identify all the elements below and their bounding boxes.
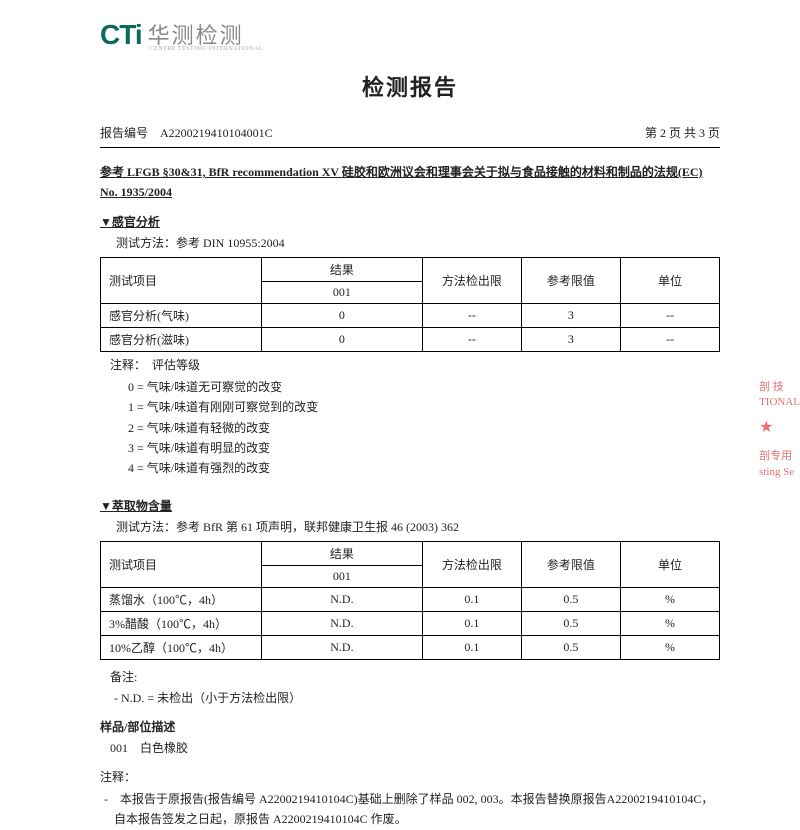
cell-result: 0 [261, 303, 422, 327]
cell-limit: 0.5 [521, 611, 620, 635]
cell-unit: -- [620, 303, 719, 327]
notes-head: 评估等级 [152, 358, 200, 372]
table-row: 3%醋酸（100℃，4h） N.D. 0.1 0.5 % [101, 611, 720, 635]
col-unit: 单位 [620, 541, 719, 587]
report-page: CTi 华测检测 CENTRE TESTING INTERNATIONAL 检测… [0, 0, 800, 830]
cell-item: 3%醋酸（100℃，4h） [101, 611, 262, 635]
note-line: 1 = 气味/味道有刚刚可察觉到的改变 [128, 397, 720, 417]
note-line: 2 = 气味/味道有轻微的改变 [128, 418, 720, 438]
col-item: 测试项目 [101, 257, 262, 303]
cell-result: N.D. [261, 635, 422, 659]
table-row: 感官分析(气味) 0 -- 3 -- [101, 303, 720, 327]
report-no-value: A2200219410104001C [160, 126, 273, 140]
note-line: 3 = 气味/味道有明显的改变 [128, 438, 720, 458]
table-header-row: 测试项目 结果 方法检出限 参考限值 单位 [101, 257, 720, 281]
stamp-line: 剖 技 [759, 380, 800, 395]
col-sub: 001 [261, 281, 422, 303]
col-unit: 单位 [620, 257, 719, 303]
sample-block: 样品/部位描述 001 白色橡胶 [100, 718, 720, 756]
section2-method: 测试方法：参考 BfR 第 61 项声明，联邦健康卫生报 46 (2003) 3… [116, 518, 720, 535]
sample-label: 样品/部位描述 [100, 718, 720, 735]
section1-head: ▼感官分析 [100, 213, 720, 230]
cell-result: N.D. [261, 587, 422, 611]
stamp-line: sting Se [759, 465, 800, 480]
cell-limit: 3 [521, 303, 620, 327]
section2-table: 测试项目 结果 方法检出限 参考限值 单位 001 蒸馏水（100℃，4h） N… [100, 541, 720, 660]
table-row: 感官分析(滋味) 0 -- 3 -- [101, 327, 720, 351]
notes-label: 注释： [110, 358, 146, 372]
sample-line: 001 白色橡胶 [110, 739, 720, 756]
divider [100, 147, 720, 148]
cell-limit: 0.5 [521, 635, 620, 659]
section2-note: - N.D. = 未检出（小于方法检出限） [114, 689, 720, 706]
section1-notes: 注释： 评估等级 [110, 356, 720, 373]
cell-limit: 0.5 [521, 587, 620, 611]
section2-head: ▼萃取物含量 [100, 497, 720, 514]
star-icon: ★ [759, 417, 773, 439]
table-row: 10%乙醇（100℃，4h） N.D. 0.1 0.5 % [101, 635, 720, 659]
col-item: 测试项目 [101, 541, 262, 587]
logo-block: CTi 华测检测 CENTRE TESTING INTERNATIONAL [100, 18, 720, 52]
report-title: 检测报告 [100, 70, 720, 102]
cell-unit: % [620, 611, 719, 635]
cell-limit: 3 [521, 327, 620, 351]
cell-result: N.D. [261, 611, 422, 635]
col-mdl: 方法检出限 [422, 257, 521, 303]
cell-item: 感官分析(气味) [101, 303, 262, 327]
col-limit: 参考限值 [521, 541, 620, 587]
cell-unit: % [620, 635, 719, 659]
section1-table: 测试项目 结果 方法检出限 参考限值 单位 001 感官分析(气味) 0 -- … [100, 257, 720, 352]
note-line: 4 = 气味/味道有强烈的改变 [128, 458, 720, 478]
section1-method: 测试方法：参考 DIN 10955:2004 [116, 234, 720, 251]
cell-unit: % [620, 587, 719, 611]
logo-text: 华测检测 CENTRE TESTING INTERNATIONAL [148, 18, 263, 52]
cell-mdl: 0.1 [422, 587, 521, 611]
logo-sub: CENTRE TESTING INTERNATIONAL [150, 46, 263, 52]
cell-mdl: -- [422, 303, 521, 327]
col-result: 结果 [261, 257, 422, 281]
side-stamp: 剖 技 TIONAL ★ 剖专用 sting Se [759, 380, 800, 480]
col-limit: 参考限值 [521, 257, 620, 303]
col-mdl: 方法检出限 [422, 541, 521, 587]
section2-notes-label: 备注: [110, 668, 720, 685]
cell-mdl: -- [422, 327, 521, 351]
cell-unit: -- [620, 327, 719, 351]
remark-block: 注释： - 本报告于原报告(报告编号 A2200219410104C)基础上删除… [100, 768, 720, 830]
report-no-label: 报告编号 [100, 126, 148, 140]
meta-row: 报告编号 A2200219410104001C 第 2 页 共 3 页 [100, 124, 720, 141]
cell-item: 蒸馏水（100℃，4h） [101, 587, 262, 611]
col-result: 结果 [261, 541, 422, 565]
cell-item: 感官分析(滋味) [101, 327, 262, 351]
logo-mark: CTi [100, 19, 142, 51]
cell-result: 0 [261, 327, 422, 351]
stamp-star-row: ★ [759, 417, 800, 439]
section1-notes-list: 0 = 气味/味道无可察觉的改变 1 = 气味/味道有刚刚可察觉到的改变 2 =… [128, 377, 720, 479]
note-line: 0 = 气味/味道无可察觉的改变 [128, 377, 720, 397]
page-indicator: 第 2 页 共 3 页 [645, 124, 720, 141]
col-sub: 001 [261, 565, 422, 587]
remark-text: - 本报告于原报告(报告编号 A2200219410104C)基础上删除了样品 … [114, 789, 720, 830]
report-no: 报告编号 A2200219410104001C [100, 124, 273, 141]
cell-mdl: 0.1 [422, 611, 521, 635]
stamp-line: 剖专用 [759, 449, 800, 464]
cell-item: 10%乙醇（100℃，4h） [101, 635, 262, 659]
table-row: 蒸馏水（100℃，4h） N.D. 0.1 0.5 % [101, 587, 720, 611]
remark-label: 注释： [100, 768, 720, 785]
cell-mdl: 0.1 [422, 635, 521, 659]
reference-title: 参考 LFGB §30&31, BfR recommendation XV 硅胶… [100, 162, 720, 203]
stamp-line: TIONAL [759, 395, 800, 410]
table-header-row: 测试项目 结果 方法检出限 参考限值 单位 [101, 541, 720, 565]
